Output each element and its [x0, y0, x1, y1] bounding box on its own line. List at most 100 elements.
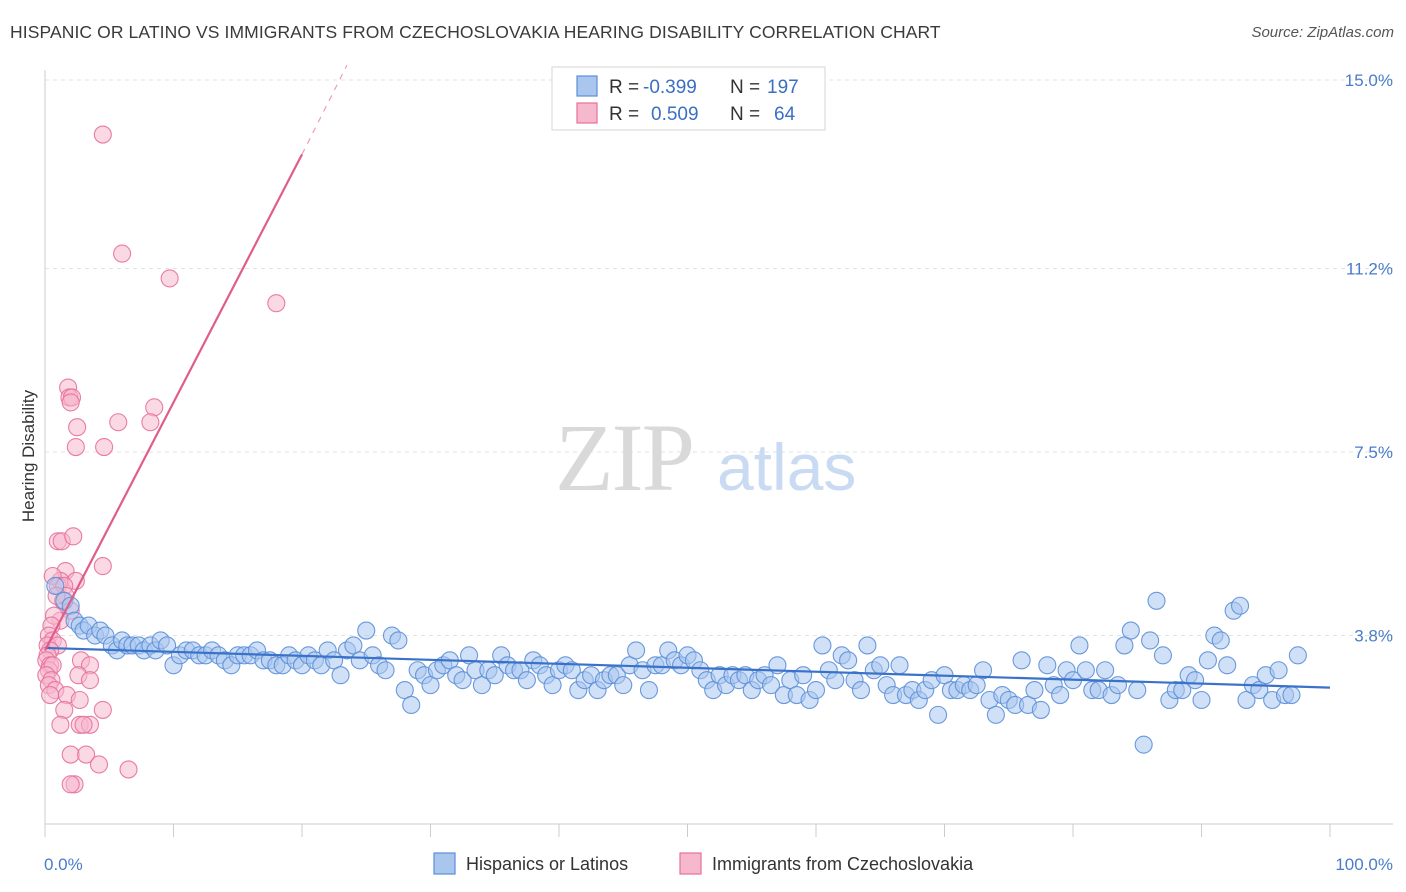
czechoslovakia-point-58	[61, 745, 80, 764]
hispanic-point-20	[158, 636, 177, 655]
czechoslovakia-point-49	[41, 685, 60, 705]
stats-legend: R = -0.399 N = 197 R = 0.509 N = 64	[551, 66, 826, 131]
hispanic-point-155	[1025, 681, 1044, 700]
hispanic-point-168	[1108, 676, 1128, 695]
hispanic-point-178	[1173, 681, 1192, 700]
legend-r-value-2: 0.509	[651, 104, 699, 125]
hispanic-point-76	[517, 671, 536, 690]
czechoslovakia-point-53	[55, 700, 74, 719]
hispanic-point-184	[1211, 631, 1230, 650]
hispanic-point-71	[485, 666, 504, 685]
gridlines	[45, 79, 1393, 637]
hispanic-point-147	[973, 661, 993, 680]
hispanic-point-172	[1134, 735, 1153, 754]
series-czechoslovakia-points	[37, 125, 286, 794]
hispanic-point-157	[1038, 656, 1057, 675]
legend-n-label-2: N =	[730, 104, 760, 125]
y-tick-label-0: 3.8%	[1354, 627, 1393, 646]
legend-swatch-blue	[576, 75, 598, 97]
czechoslovakia-point-2	[160, 269, 179, 288]
y-tick-label-3: 15.0%	[1345, 71, 1393, 90]
czechoslovakia-point-17	[93, 557, 112, 576]
hispanic-point-170	[1121, 621, 1140, 640]
legend-r-value-1: -0.399	[643, 77, 697, 98]
hispanic-point-66	[453, 671, 472, 690]
watermark-zip: ZIP	[555, 404, 693, 511]
czechoslovakia-point-52	[93, 700, 112, 719]
czechoslovakia-point-62	[61, 775, 80, 794]
hispanic-point-124	[826, 671, 845, 690]
legend-n-label-1: N =	[730, 77, 760, 98]
hispanic-point-57	[395, 681, 414, 700]
hispanic-point-196	[1288, 646, 1307, 665]
hispanic-point-49	[344, 636, 363, 655]
hispanic-point-129	[858, 636, 877, 655]
hispanic-point-162	[1070, 636, 1089, 655]
hispanic-point-185	[1218, 656, 1237, 675]
trend-line-czechoslovakia	[44, 153, 303, 651]
hispanic-point-187	[1231, 596, 1250, 615]
bottom-legend-swatch-blue	[433, 852, 456, 875]
czechoslovakia-point-3	[267, 294, 286, 313]
hispanic-point-80	[543, 676, 562, 695]
hispanic-point-159	[1051, 685, 1070, 705]
hispanic-point-83	[562, 661, 581, 680]
legend-n-value-1: 197	[767, 77, 799, 98]
hispanic-point-54	[376, 661, 395, 680]
czechoslovakia-point-9	[141, 413, 160, 432]
hispanic-point-0	[46, 576, 65, 595]
hispanic-point-126	[839, 651, 858, 670]
hispanic-point-61	[421, 676, 440, 695]
y-axis-title: Hearing Disability	[19, 389, 38, 522]
hispanic-point-156	[1031, 700, 1050, 719]
hispanic-point-121	[806, 681, 826, 700]
y-tick-labels: 3.8% 7.5% 11.2% 15.0%	[1345, 71, 1393, 646]
czechoslovakia-point-11	[68, 418, 87, 437]
hispanic-point-181	[1192, 690, 1211, 710]
hispanic-point-58	[402, 695, 421, 715]
hispanic-point-114	[761, 676, 781, 695]
legend-r-label-2: R =	[609, 104, 639, 125]
czechoslovakia-point-0	[93, 125, 112, 144]
hispanic-point-173	[1141, 631, 1160, 650]
hispanic-point-47	[331, 666, 350, 685]
hispanic-point-69	[472, 676, 491, 695]
hispanic-point-122	[813, 636, 832, 655]
czechoslovakia-point-1	[113, 244, 132, 263]
hispanic-point-171	[1128, 681, 1147, 700]
y-tick-label-1: 7.5%	[1354, 443, 1393, 462]
watermark-atlas: atlas	[717, 430, 856, 504]
hispanic-point-182	[1198, 651, 1217, 670]
trend-line-hispanic	[44, 646, 1331, 689]
legend-swatch-pink	[576, 102, 598, 124]
hispanic-point-67	[459, 646, 479, 665]
x-tick-labels: 0.0% 100.0%	[44, 855, 1393, 874]
czechoslovakia-point-10	[109, 413, 128, 432]
series-hispanic-points	[46, 576, 1307, 754]
czechoslovakia-point-51	[70, 690, 89, 710]
series-legend: Hispanics or Latinos Immigrants from Cze…	[433, 852, 974, 875]
chart-title: HISPANIC OR LATINO VS IMMIGRANTS FROM CZ…	[10, 22, 941, 42]
hispanic-point-174	[1147, 591, 1166, 610]
bottom-legend-label-pink: Immigrants from Czechoslovakia	[712, 854, 974, 874]
hispanic-point-93	[627, 641, 646, 660]
legend-r-label-1: R =	[609, 77, 639, 98]
trend-lines	[44, 64, 1331, 689]
x-tick-label-0: 0.0%	[44, 855, 83, 874]
bottom-legend-swatch-pink	[679, 852, 702, 875]
hispanic-point-51	[357, 621, 376, 640]
hispanic-point-131	[871, 656, 890, 675]
hispanic-point-188	[1237, 690, 1256, 710]
czechoslovakia-point-13	[95, 437, 114, 457]
czechoslovakia-point-57	[74, 715, 93, 734]
trend-line-czechoslovakia-extension	[301, 64, 348, 155]
czechoslovakia-point-16	[64, 527, 83, 546]
czechoslovakia-point-8	[145, 398, 164, 417]
czechoslovakia-point-46	[80, 671, 100, 690]
x-tick-label-1: 100.0%	[1335, 855, 1393, 874]
hispanic-point-95	[639, 681, 659, 700]
hispanic-point-169	[1115, 636, 1134, 655]
bottom-legend-label-blue: Hispanics or Latinos	[466, 854, 628, 874]
legend-n-value-2: 64	[774, 104, 796, 125]
